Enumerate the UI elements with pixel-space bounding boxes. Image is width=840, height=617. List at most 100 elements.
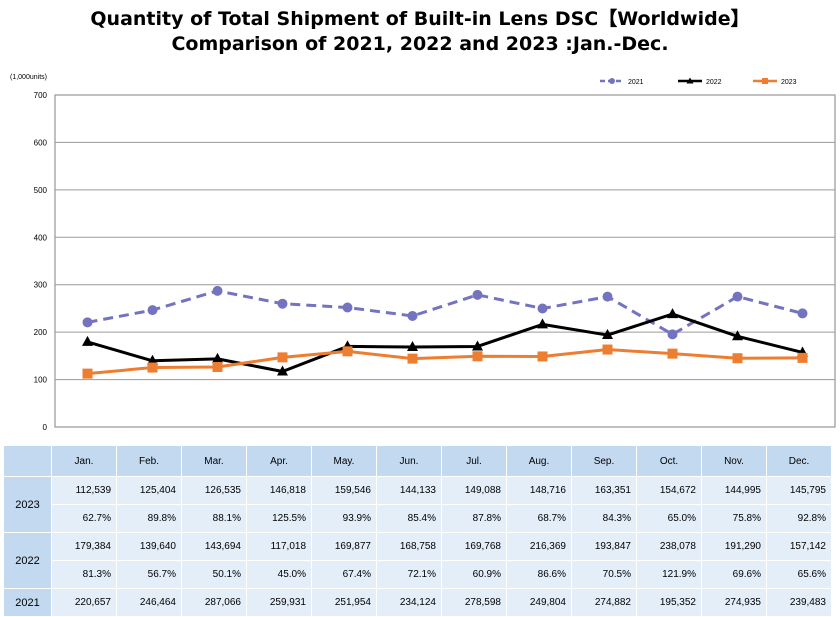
table-cell-ratio: 92.8%	[766, 504, 832, 533]
table-cell-value: 148,716	[506, 476, 572, 505]
table-cell-value: 249,804	[506, 588, 572, 617]
data-point-2023	[342, 346, 353, 357]
data-point-2022	[472, 340, 483, 351]
data-point-2023	[212, 361, 223, 372]
data-point-2021	[667, 329, 678, 340]
legend-label-2023: 2023	[781, 79, 797, 86]
data-point-2022	[82, 335, 93, 346]
data-point-2022	[667, 308, 678, 319]
y-tick-label: 300	[34, 281, 48, 290]
data-point-2023	[797, 352, 808, 363]
data-point-2022	[212, 352, 223, 363]
table-cell-value: 169,768	[441, 532, 507, 561]
table-cell-value: 274,882	[571, 588, 637, 617]
table-cell-value: 238,078	[636, 532, 702, 561]
table-cell-ratio: 125.5%	[246, 504, 312, 533]
table-row-2022-ratios: 81.3% 56.7% 50.1% 45.0% 67.4% 72.1% 60.9% 86.6%…	[4, 560, 832, 589]
table-cell-ratio: 121.9%	[636, 560, 702, 589]
table-cell-value: 246,464	[116, 588, 182, 617]
table-row-label: 2022	[3, 532, 52, 589]
table-header-month: Sep.	[571, 445, 637, 477]
table-cell-value: 274,935	[701, 588, 767, 617]
table-row-2023-ratios: 62.7% 89.8% 88.1% 125.5% 93.9% 85.4% 87.8% 68.7…	[4, 504, 832, 533]
data-point-2021	[82, 317, 93, 328]
data-point-2021	[342, 302, 353, 313]
table-cell-value: 179,384	[51, 532, 117, 561]
data-point-2023	[277, 352, 288, 363]
table-header-month: Feb.	[116, 445, 182, 477]
data-table: Jan. Feb. Mar. Apr. May. Jun. Jul. Aug. Sep. Oct.…	[3, 445, 832, 617]
data-point-2021	[732, 291, 743, 302]
table-cell-value: 145,795	[766, 476, 832, 505]
plot-area	[54, 94, 836, 428]
table-cell-value: 193,847	[571, 532, 637, 561]
table-cell-value: 146,818	[246, 476, 312, 505]
data-point-2022	[147, 354, 158, 365]
y-tick-label: 0	[43, 423, 48, 432]
table-cell-ratio: 85.4%	[376, 504, 442, 533]
table-cell-value: 195,352	[636, 588, 702, 617]
table-cell-value: 159,546	[311, 476, 377, 505]
data-point-2023	[667, 348, 678, 359]
data-point-2021	[602, 291, 613, 302]
table-cell-ratio: 88.1%	[181, 504, 247, 533]
data-point-2021	[212, 285, 223, 296]
data-point-2021	[147, 305, 158, 316]
table-cell-ratio: 84.3%	[571, 504, 637, 533]
data-point-2022	[407, 340, 418, 351]
series-line-2022	[87, 312, 803, 374]
table-cell-ratio: 68.7%	[506, 504, 572, 533]
table-cell-ratio: 93.9%	[311, 504, 377, 533]
table-cell-value: 157,142	[766, 532, 832, 561]
data-point-2023	[537, 351, 548, 362]
table-cell-value: 144,995	[701, 476, 767, 505]
data-point-2021	[472, 289, 483, 300]
series-line-2023	[87, 348, 803, 376]
table-cell-ratio: 60.9%	[441, 560, 507, 589]
table-header-month: Aug.	[506, 445, 572, 477]
table-cell-ratio: 89.8%	[116, 504, 182, 533]
table-cell-ratio: 50.1%	[181, 560, 247, 589]
data-point-2021	[407, 310, 418, 321]
y-tick-label: 500	[34, 186, 48, 195]
data-point-2022	[537, 318, 548, 329]
chart-title-line-1: Quantity of Total Shipment of Built-in L…	[90, 8, 750, 30]
legend-label-2022: 2022	[706, 79, 722, 86]
table-cell-ratio: 72.1%	[376, 560, 442, 589]
y-tick-label: 600	[34, 138, 48, 147]
data-point-2022	[602, 329, 613, 340]
table-cell-ratio: 67.4%	[311, 560, 377, 589]
table-cell-value: 149,088	[441, 476, 507, 505]
data-point-2023	[732, 353, 743, 364]
table-header-month: Oct.	[636, 445, 702, 477]
table-header-month: Jan.	[51, 445, 117, 477]
y-tick-label: 200	[34, 328, 48, 337]
data-point-2023	[82, 368, 93, 379]
table-header-month: Dec.	[766, 445, 832, 477]
table-cell-value: 191,290	[701, 532, 767, 561]
data-point-2021	[277, 298, 288, 309]
y-tick-label: 400	[34, 233, 48, 242]
table-cell-value: 144,133	[376, 476, 442, 505]
table-cell-value: 112,539	[51, 476, 117, 505]
table-cell-value: 126,535	[181, 476, 247, 505]
table-row-label: 2023	[3, 476, 52, 533]
table-cell-ratio: 70.5%	[571, 560, 637, 589]
data-point-2023	[602, 344, 613, 355]
table-cell-value: 139,640	[116, 532, 182, 561]
table-header-month: Nov.	[701, 445, 767, 477]
data-point-2021	[797, 308, 808, 319]
table-cell-value: 220,657	[51, 588, 117, 617]
table-cell-ratio: 81.3%	[51, 560, 117, 589]
table-cell-ratio: 45.0%	[246, 560, 312, 589]
table-cell-value: 117,018	[246, 532, 312, 561]
table-row-label: 2021	[3, 588, 52, 617]
table-cell-value: 234,124	[376, 588, 442, 617]
table-cell-value: 125,404	[116, 476, 182, 505]
data-point-2023	[472, 351, 483, 362]
table-cell-value: 216,369	[506, 532, 572, 561]
table-row-2023-values: 2023 112,539 125,404 126,535 146,818 159,546 1…	[3, 476, 832, 533]
table-header-month: Jun.	[376, 445, 442, 477]
data-point-2022	[732, 330, 743, 341]
table-header-month: May.	[311, 445, 377, 477]
